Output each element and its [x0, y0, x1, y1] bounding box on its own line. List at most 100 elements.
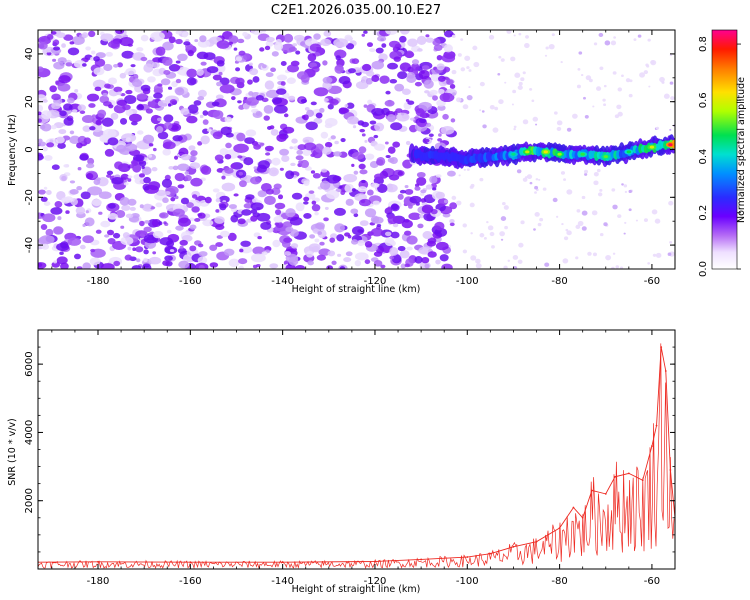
noise-blob [121, 204, 131, 211]
noise-blob [148, 256, 162, 265]
noise-blob [188, 145, 196, 151]
noise-blob [67, 47, 80, 56]
noise-blob [124, 94, 137, 105]
noise-blob [106, 174, 112, 178]
noise-blob [353, 170, 359, 175]
noise-blob [111, 176, 124, 185]
noise-blob [333, 38, 349, 48]
noise-blob [310, 153, 316, 158]
noise-blob [340, 137, 346, 143]
noise-blob [212, 131, 223, 140]
noise-blob [384, 100, 395, 107]
noise-blob [95, 229, 102, 234]
noise-blob [38, 41, 48, 50]
noise-blob [120, 225, 125, 229]
noise-blob [136, 258, 141, 263]
noise-blob [51, 93, 61, 101]
noise-blob-faint [498, 55, 502, 59]
noise-blob [351, 188, 356, 192]
noise-blob [38, 262, 47, 269]
snr-data-point [558, 527, 561, 529]
noise-blob [137, 130, 144, 135]
snr-data-point [512, 545, 515, 548]
noise-blob [279, 148, 290, 156]
noise-blob [263, 104, 274, 114]
noise-blob [186, 202, 194, 208]
noise-blob [69, 130, 75, 135]
noise-blob [319, 180, 331, 190]
signal-hotspot-core [557, 152, 562, 156]
noise-blob [317, 231, 322, 236]
noise-blob [429, 175, 438, 184]
noise-blob [113, 104, 126, 114]
noise-blob-faint [635, 219, 639, 222]
noise-blob [270, 129, 279, 136]
noise-blob-faint [612, 71, 617, 75]
noise-blob [191, 194, 198, 199]
noise-blob [82, 125, 91, 132]
noise-blob [227, 232, 237, 242]
noise-blob [139, 233, 146, 237]
noise-blob [85, 210, 89, 214]
noise-blob-faint [551, 33, 555, 37]
noise-blob-faint [555, 215, 559, 218]
noise-blob [238, 50, 246, 56]
noise-blob [361, 63, 372, 72]
noise-blob [40, 196, 48, 202]
noise-blob [424, 138, 430, 143]
noise-blob [77, 104, 86, 111]
noise-blob [196, 68, 204, 76]
noise-blob [389, 247, 399, 256]
noise-blob [125, 109, 134, 117]
snr-y-axis: 2000 4000 6000 [24, 329, 675, 570]
noise-blob-faint [603, 84, 607, 88]
noise-blob-faint [460, 38, 464, 41]
noise-blob [83, 137, 92, 145]
noise-blob [425, 34, 430, 38]
noise-blob [344, 232, 351, 237]
noise-blob-faint [584, 172, 588, 176]
noise-blob [399, 62, 411, 72]
noise-blob [180, 197, 190, 205]
noise-blob [164, 255, 173, 262]
noise-blob-faint [643, 70, 649, 75]
noise-blob [180, 153, 191, 161]
noise-blob [387, 157, 395, 163]
noise-blob [406, 235, 418, 245]
noise-blob [441, 53, 456, 63]
noise-blob [373, 134, 379, 139]
spectrogram-x-label: Height of straight line (km) [292, 284, 421, 295]
noise-blob [129, 206, 136, 211]
noise-blob [46, 51, 52, 56]
noise-blob [59, 110, 67, 117]
noise-blob-faint [596, 86, 602, 91]
noise-blob [424, 90, 430, 94]
noise-blob-faint [655, 252, 662, 258]
noise-blob-faint [617, 87, 623, 92]
noise-blob [169, 99, 177, 104]
noise-blob-faint [469, 202, 475, 208]
noise-blob [189, 217, 195, 222]
noise-blob-faint [463, 168, 466, 171]
noise-blob [130, 160, 138, 165]
noise-blob [43, 201, 51, 206]
noise-blob [372, 200, 380, 206]
noise-blob [437, 88, 445, 95]
noise-blob [425, 37, 434, 43]
noise-blob-faint [612, 252, 616, 255]
noise-blob [435, 241, 449, 251]
noise-blob [303, 142, 317, 151]
noise-blob [52, 39, 60, 46]
noise-blob-faint [584, 114, 589, 119]
noise-blob [351, 226, 365, 236]
noise-blob [175, 65, 181, 70]
noise-blob [236, 132, 246, 142]
noise-blob [285, 170, 295, 180]
noise-blob [130, 64, 136, 68]
noise-blob [151, 62, 160, 69]
spectrogram-y-tick-label: -40 [24, 237, 35, 253]
spectrogram-noise-field [38, 30, 675, 269]
noise-blob [421, 204, 434, 214]
noise-blob [190, 177, 203, 187]
